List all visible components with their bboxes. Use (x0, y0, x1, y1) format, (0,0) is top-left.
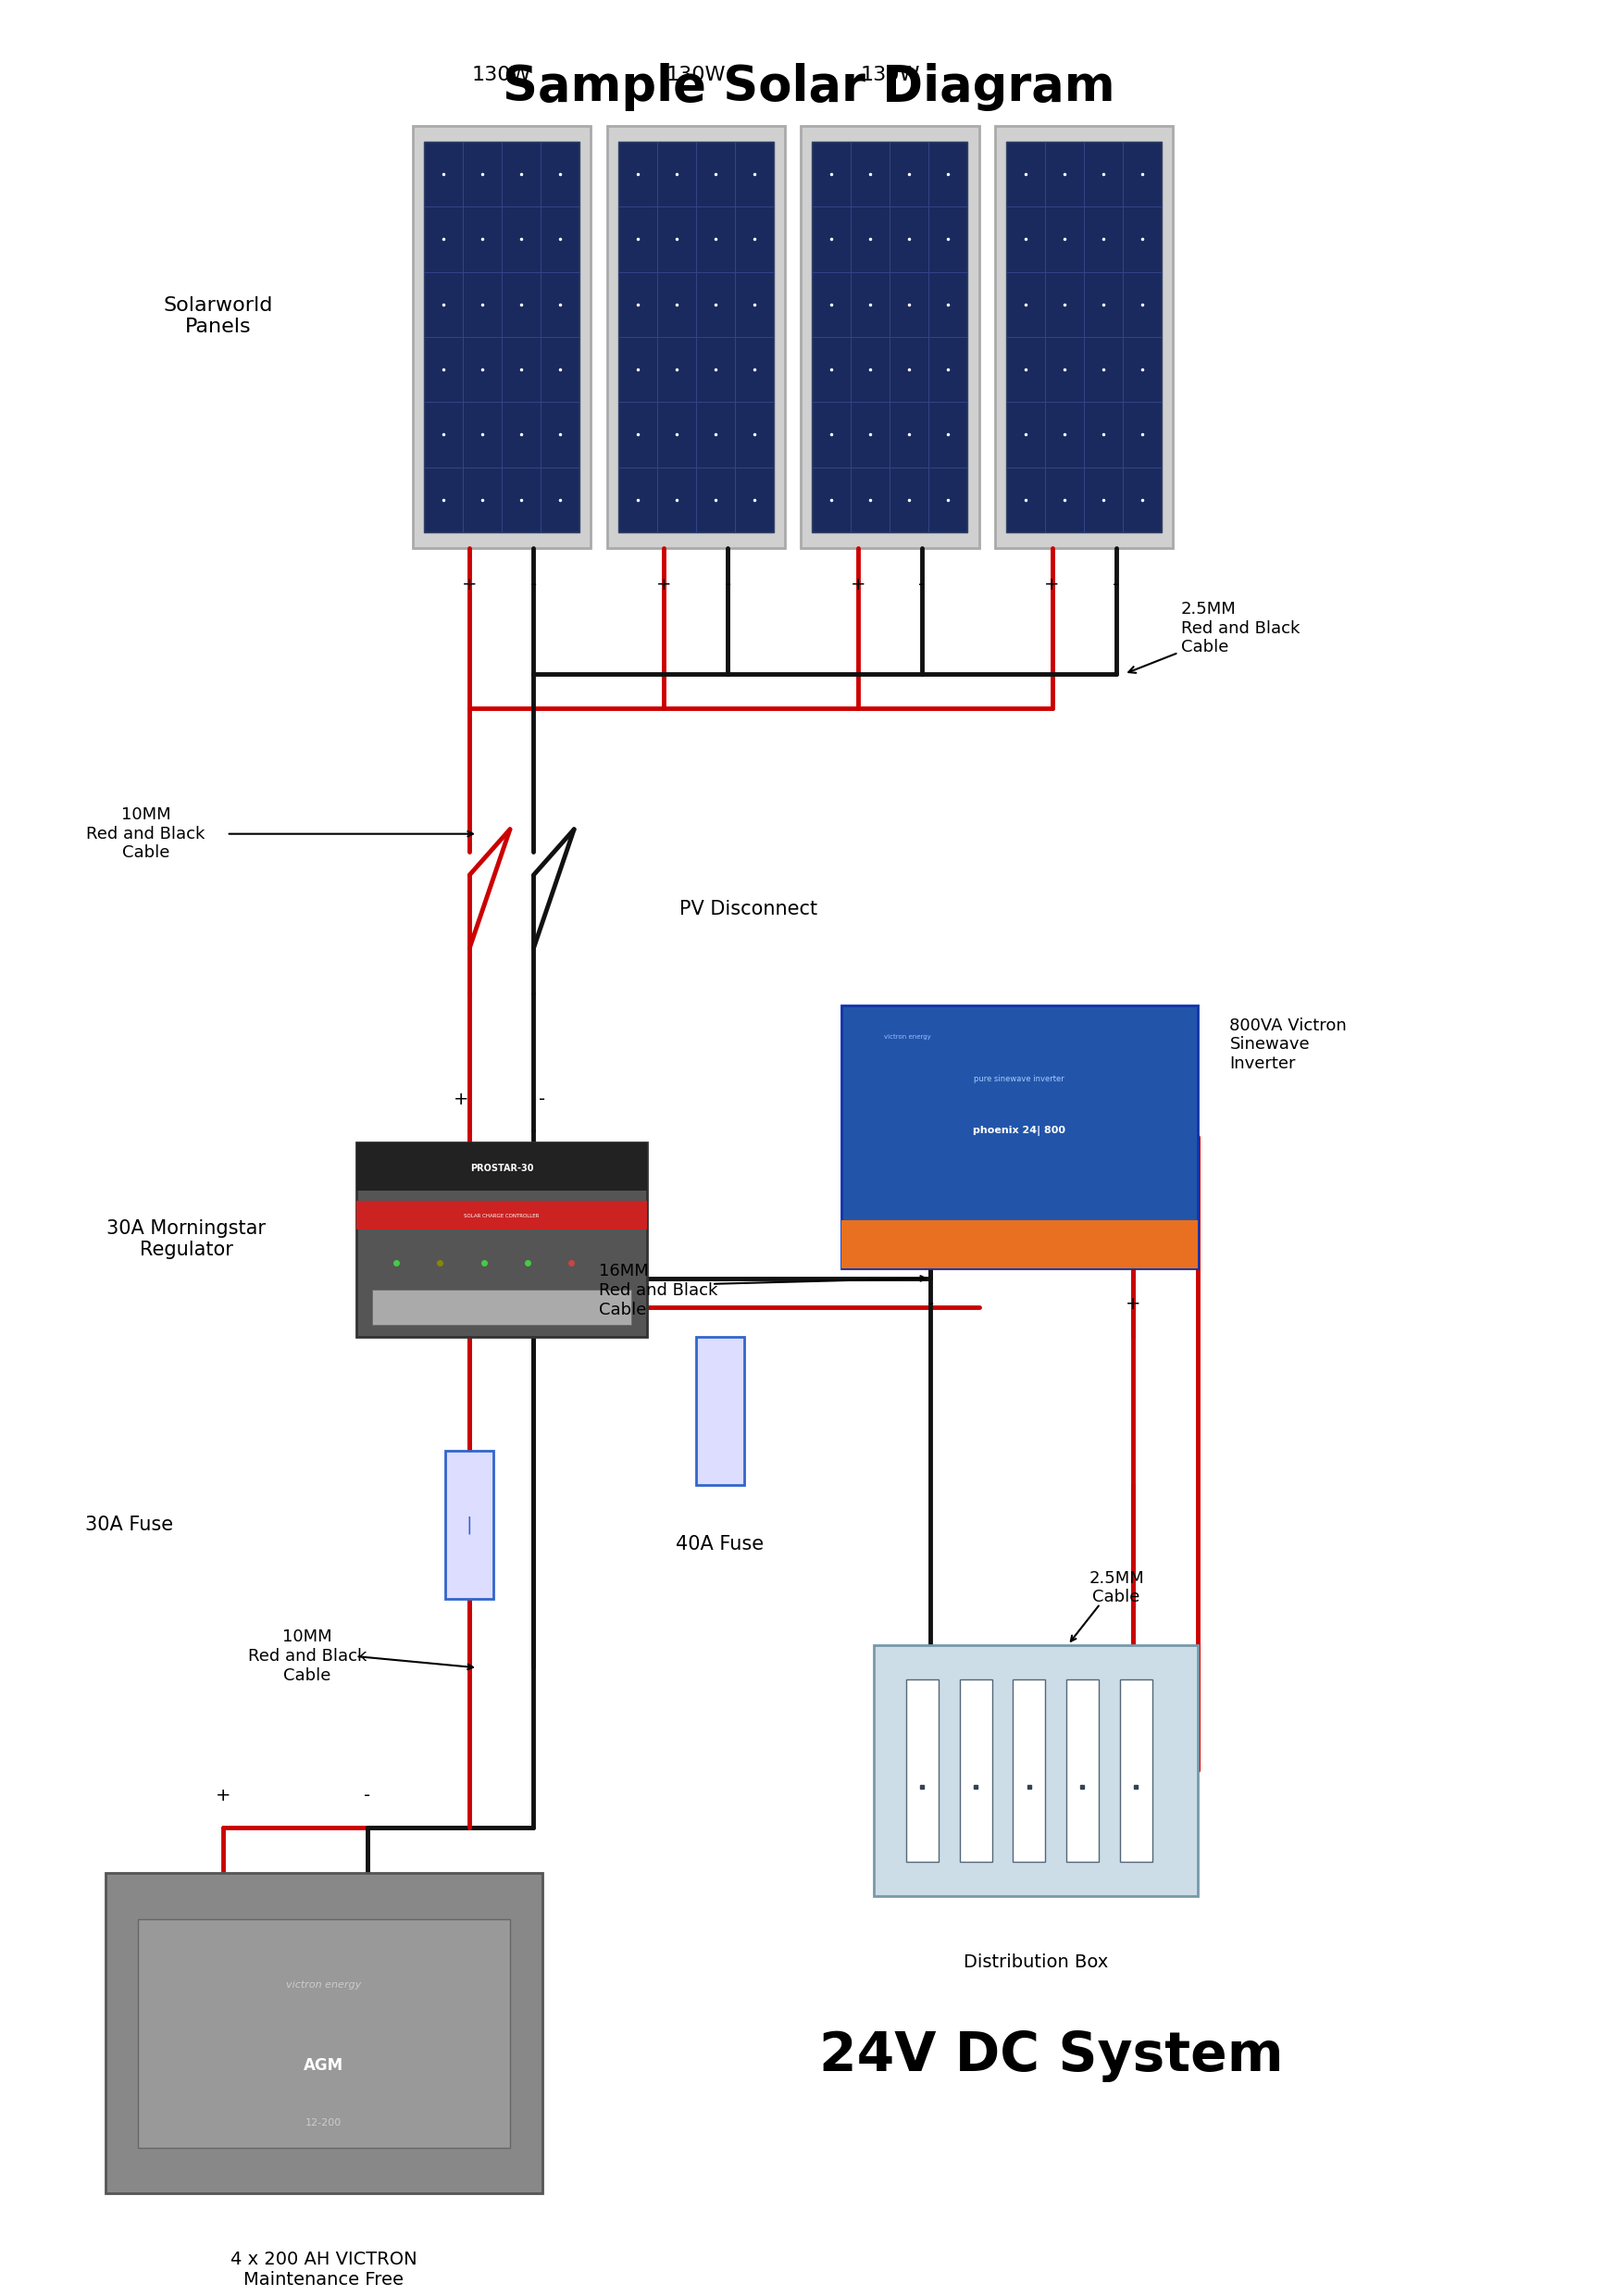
Text: victron energy: victron energy (286, 1981, 361, 1991)
Text: +: + (849, 576, 866, 592)
Text: -: - (364, 1786, 371, 1805)
Text: 4 x 200 AH VICTRON
Maintenance Free: 4 x 200 AH VICTRON Maintenance Free (230, 2250, 417, 2289)
Bar (413, 126, 591, 549)
Bar (607, 126, 785, 549)
Text: 2.5MM
Cable: 2.5MM Cable (1089, 1570, 1144, 1605)
Text: 30A Morningstar
Regulator: 30A Morningstar Regulator (107, 1219, 265, 1261)
Text: 800VA Victron
Sinewave
Inverter: 800VA Victron Sinewave Inverter (1230, 1017, 1348, 1072)
Bar (372, 1290, 631, 1325)
Text: Sample Solar Diagram: Sample Solar Diagram (503, 62, 1115, 110)
Text: 130W: 130W (472, 67, 531, 85)
Bar (424, 142, 579, 533)
Text: -: - (539, 1091, 545, 1109)
Bar (874, 1644, 1197, 1896)
Bar (1120, 1678, 1152, 1862)
Bar (696, 1336, 744, 1486)
Bar (356, 1201, 647, 1231)
Bar (801, 126, 979, 549)
Text: -: - (927, 1295, 934, 1313)
Text: PROSTAR-30: PROSTAR-30 (469, 1164, 534, 1173)
Bar (1066, 1678, 1099, 1862)
Bar (445, 1451, 493, 1600)
Text: PV Disconnect: PV Disconnect (680, 900, 817, 918)
Bar (356, 1143, 647, 1192)
Text: 130W: 130W (667, 67, 725, 85)
Bar (618, 142, 773, 533)
Bar (841, 1006, 1197, 1267)
Text: 2.5MM
Red and Black
Cable: 2.5MM Red and Black Cable (1129, 602, 1299, 673)
Text: AGM: AGM (304, 2057, 343, 2073)
Text: 40A Fuse: 40A Fuse (676, 1536, 764, 1554)
Bar (906, 1678, 938, 1862)
Text: victron energy: victron energy (883, 1033, 930, 1040)
Text: 130W: 130W (861, 67, 919, 85)
Text: pure sinewave inverter: pure sinewave inverter (974, 1075, 1065, 1084)
Text: |: | (466, 1515, 472, 1534)
Text: 10MM
Red and Black
Cable: 10MM Red and Black Cable (86, 806, 205, 861)
Bar (1006, 142, 1162, 533)
Bar (995, 126, 1173, 549)
Text: phoenix 24| 800: phoenix 24| 800 (972, 1127, 1066, 1137)
Bar (105, 1874, 542, 2193)
Text: -: - (919, 576, 925, 592)
Text: +: + (215, 1786, 231, 1805)
Text: SOLAR CHARGE CONTROLLER: SOLAR CHARGE CONTROLLER (464, 1215, 539, 1219)
Text: -: - (1113, 576, 1120, 592)
Text: 30A Fuse: 30A Fuse (86, 1515, 173, 1534)
Text: +: + (461, 576, 477, 592)
Text: 16MM
Red and Black
Cable: 16MM Red and Black Cable (599, 1263, 717, 1318)
Text: -: - (531, 576, 537, 592)
Bar (959, 1678, 992, 1862)
Bar (812, 142, 968, 533)
Bar (138, 1919, 510, 2147)
Bar (356, 1143, 647, 1336)
Text: +: + (655, 576, 671, 592)
Bar (841, 1221, 1197, 1267)
Text: Distribution Box: Distribution Box (963, 1954, 1108, 1970)
Text: 24V DC System: 24V DC System (820, 2030, 1283, 2082)
Text: -: - (725, 576, 731, 592)
Text: 12-200: 12-200 (306, 2119, 341, 2128)
Text: +: + (1126, 1295, 1141, 1313)
Text: +: + (453, 1091, 469, 1109)
Text: 10MM
Red and Black
Cable: 10MM Red and Black Cable (248, 1628, 367, 1683)
Text: +: + (1044, 576, 1060, 592)
Text: Solarworld
Panels: Solarworld Panels (163, 296, 273, 335)
Bar (1013, 1678, 1045, 1862)
